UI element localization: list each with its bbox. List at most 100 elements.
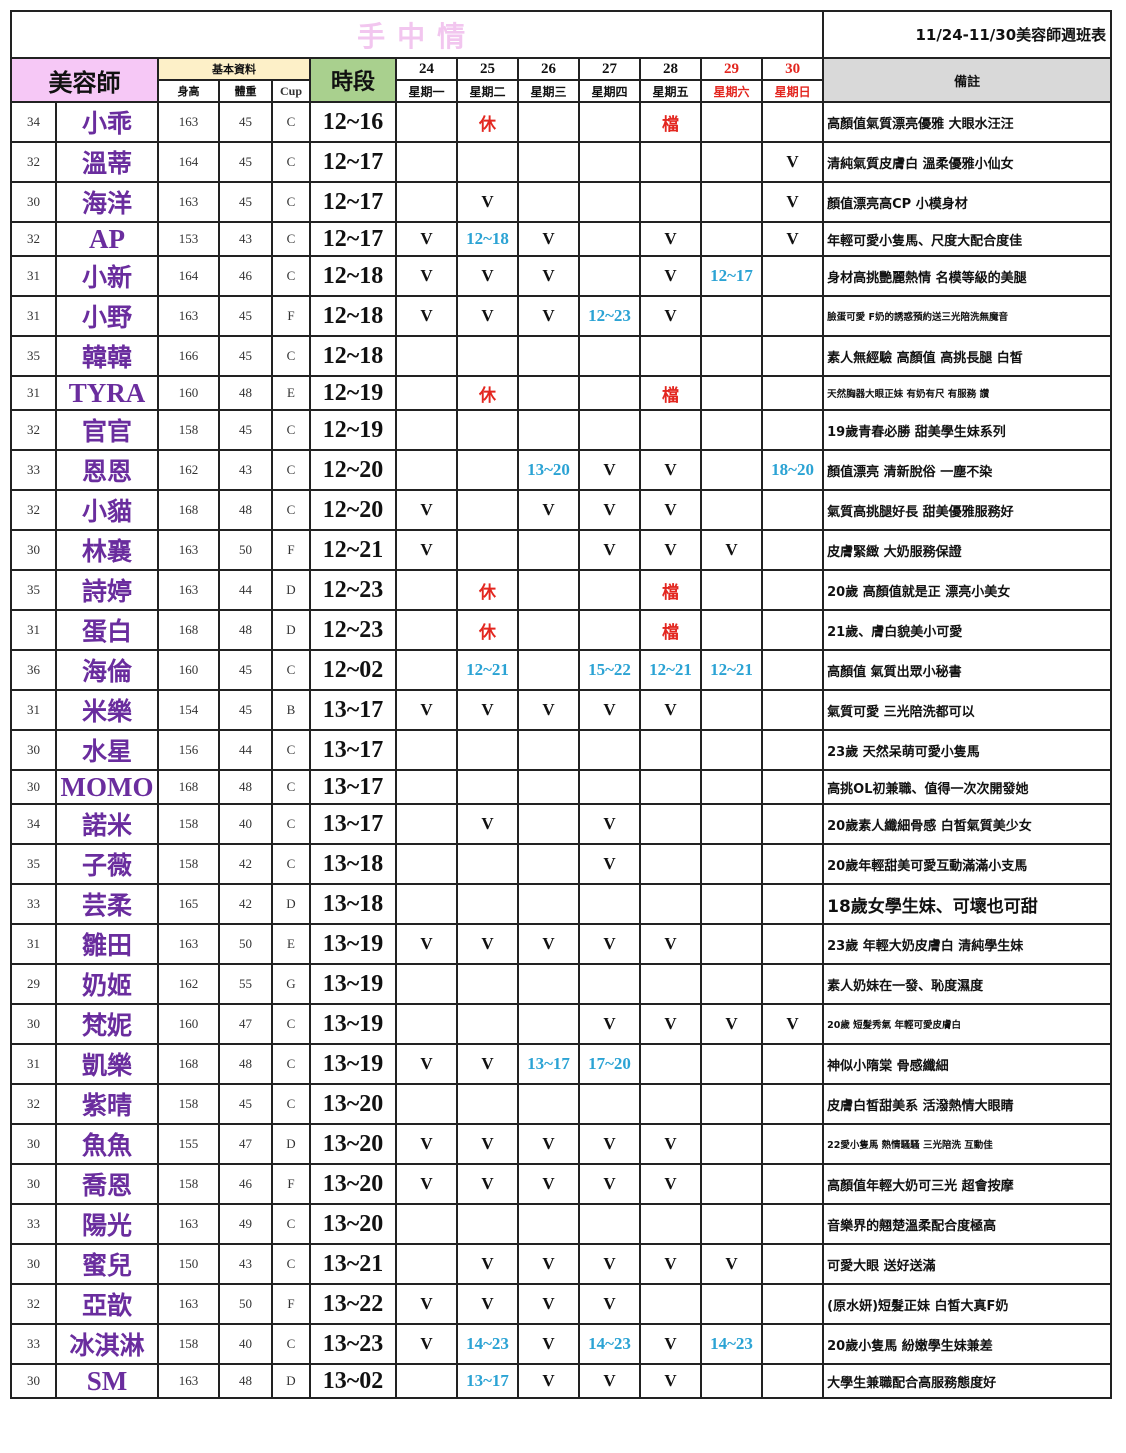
time-slot-cell: 12~19 bbox=[309, 375, 397, 411]
schedule-cell: V bbox=[456, 689, 519, 731]
table-row: 33 冰淇淋 158 40 C 13~23 V 14~23 V 14~23 V 14~23 20歲小隻馬… bbox=[10, 1323, 1113, 1365]
height-cell: 158 bbox=[157, 409, 220, 451]
schedule-cell bbox=[700, 569, 763, 611]
beautician-name: AP bbox=[55, 221, 159, 257]
time-slot-cell: 13~21 bbox=[309, 1243, 397, 1285]
beautician-name: 韓韓 bbox=[55, 335, 159, 377]
age-cell: 30 bbox=[10, 529, 57, 571]
age-cell: 32 bbox=[10, 141, 57, 183]
schedule-cell bbox=[760, 609, 825, 651]
note-cell: 身材高挑艷麗熱情 名模等級的美腿 bbox=[822, 255, 1113, 297]
weight-cell: 47 bbox=[218, 1123, 273, 1165]
age-cell: 30 bbox=[10, 1243, 57, 1285]
time-slot-header: 時段 bbox=[309, 57, 397, 103]
schedule-cell: V bbox=[578, 1163, 641, 1205]
age-cell: 30 bbox=[10, 1123, 57, 1165]
cup-cell: C bbox=[271, 181, 311, 223]
schedule-cell: 休 bbox=[456, 569, 519, 611]
schedule-cell: V bbox=[760, 221, 825, 257]
weight-cell: 43 bbox=[218, 221, 273, 257]
schedule-cell bbox=[700, 1203, 763, 1245]
weight-cell: 45 bbox=[218, 181, 273, 223]
height-cell: 150 bbox=[157, 1243, 220, 1285]
time-slot-cell: 12~18 bbox=[309, 255, 397, 297]
note-cell: 素人奶妹在一發、恥度濕度 bbox=[822, 963, 1113, 1005]
cup-cell: C bbox=[271, 1203, 311, 1245]
beautician-name: 恩恩 bbox=[55, 449, 159, 491]
schedule-cell: V bbox=[517, 689, 580, 731]
schedule-cell: 13~20 bbox=[517, 449, 580, 491]
schedule-cell bbox=[760, 769, 825, 805]
schedule-cell: 休 bbox=[456, 101, 519, 143]
age-cell: 30 bbox=[10, 769, 57, 805]
age-cell: 32 bbox=[10, 409, 57, 451]
weight-cell: 48 bbox=[218, 375, 273, 411]
schedule-cell: 13~17 bbox=[517, 1043, 580, 1085]
schedule-cell: V bbox=[639, 1163, 702, 1205]
note-cell: 高顏值年輕大奶可三光 超會按摩 bbox=[822, 1163, 1113, 1205]
age-cell: 35 bbox=[10, 569, 57, 611]
schedule-cell bbox=[578, 609, 641, 651]
schedule-cell: V bbox=[517, 1363, 580, 1399]
schedule-cell bbox=[760, 843, 825, 885]
time-slot-cell: 13~23 bbox=[309, 1323, 397, 1365]
height-cell: 163 bbox=[157, 569, 220, 611]
schedule-cell: V bbox=[517, 1123, 580, 1165]
schedule-cell bbox=[700, 409, 763, 451]
schedule-cell bbox=[639, 1043, 702, 1085]
schedule-cell: V bbox=[456, 1043, 519, 1085]
schedule-cell: 檔 bbox=[639, 569, 702, 611]
schedule-cell bbox=[456, 449, 519, 491]
height-cell: 162 bbox=[157, 963, 220, 1005]
schedule-cell bbox=[517, 375, 580, 411]
schedule-cell bbox=[517, 1003, 580, 1045]
schedule-cell bbox=[760, 1163, 825, 1205]
time-slot-cell: 12~16 bbox=[309, 101, 397, 143]
age-cell: 33 bbox=[10, 449, 57, 491]
weekday-header: 星期二 bbox=[456, 79, 519, 103]
schedule-cell bbox=[578, 221, 641, 257]
weight-cell: 43 bbox=[218, 449, 273, 491]
note-cell: 氣質高挑腿好長 甜美優雅服務好 bbox=[822, 489, 1113, 531]
schedule-cell: V bbox=[517, 1283, 580, 1325]
note-cell: 高挑OL初兼職、值得一次次開發她 bbox=[822, 769, 1113, 805]
table-row: 31 TYRA 160 48 E 12~19 休 檔 天然胸器大眼正妹 有奶有尺 有服務 讚 bbox=[10, 375, 1113, 411]
schedule-cell: V bbox=[639, 1123, 702, 1165]
note-cell: 皮膚白皙甜美系 活潑熱情大眼睛 bbox=[822, 1083, 1113, 1125]
schedule-cell bbox=[456, 529, 519, 571]
time-slot-cell: 12~18 bbox=[309, 295, 397, 337]
schedule-cell bbox=[395, 963, 458, 1005]
schedule-cell: V bbox=[456, 295, 519, 337]
cup-cell: D bbox=[271, 1123, 311, 1165]
schedule-cell bbox=[639, 141, 702, 183]
time-slot-cell: 13~18 bbox=[309, 883, 397, 925]
schedule-cell bbox=[760, 963, 825, 1005]
weight-cell: 42 bbox=[218, 843, 273, 885]
schedule-cell: V bbox=[639, 689, 702, 731]
height-cell: 153 bbox=[157, 221, 220, 257]
note-cell: 20歲 短髮秀氣 年輕可愛皮膚白 bbox=[822, 1003, 1113, 1045]
age-cell: 31 bbox=[10, 295, 57, 337]
age-cell: 30 bbox=[10, 1363, 57, 1399]
weight-cell: 44 bbox=[218, 729, 273, 771]
schedule-cell bbox=[700, 141, 763, 183]
schedule-cell bbox=[760, 803, 825, 845]
schedule-cell: V bbox=[456, 803, 519, 845]
note-cell: 22愛小隻馬 熱情騷騷 三光陪洗 互動佳 bbox=[822, 1123, 1113, 1165]
schedule-cell: V bbox=[395, 1163, 458, 1205]
date-header: 27 bbox=[578, 57, 641, 81]
schedule-cell bbox=[639, 1083, 702, 1125]
beautician-name: 林襄 bbox=[55, 529, 159, 571]
weight-cell: 44 bbox=[218, 569, 273, 611]
note-cell: 20歲小隻馬 紛嫩學生妹兼差 bbox=[822, 1323, 1113, 1365]
age-cell: 31 bbox=[10, 1043, 57, 1085]
schedule-cell bbox=[517, 569, 580, 611]
schedule-cell: 12~18 bbox=[456, 221, 519, 257]
beautician-name: MOMO bbox=[55, 769, 159, 805]
beautician-name: 雛田 bbox=[55, 923, 159, 965]
schedule-cell: V bbox=[578, 1243, 641, 1285]
schedule-cell bbox=[517, 529, 580, 571]
note-cell: 20歲 高顏值就是正 漂亮小美女 bbox=[822, 569, 1113, 611]
schedule-cell bbox=[395, 803, 458, 845]
schedule-cell bbox=[700, 489, 763, 531]
